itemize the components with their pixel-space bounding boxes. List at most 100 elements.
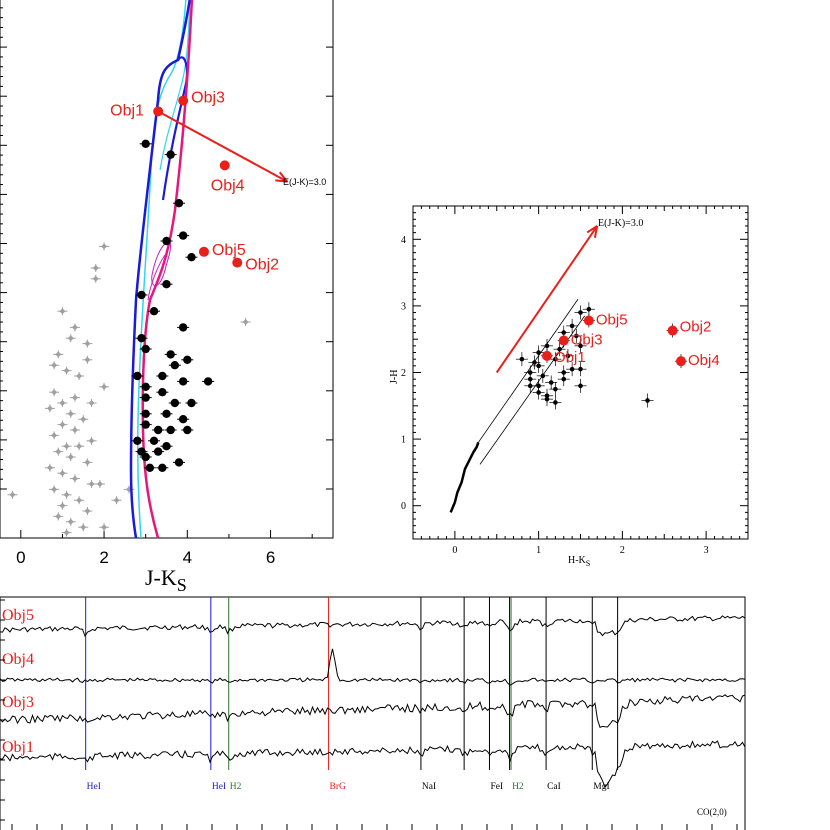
cmd-field-star (69, 393, 80, 402)
cmd-object-marker (153, 106, 164, 117)
cmd-isochrone-curve (136, 0, 187, 539)
cmd-ticks (0, 7, 333, 538)
ccd-object-marker (583, 315, 594, 326)
spectral-line-label: HeI (87, 782, 101, 792)
cmd-object-label: Obj4 (211, 177, 245, 194)
ccd-x-tick-label: 3 (704, 545, 709, 556)
cmd-field-star (69, 426, 80, 434)
ccd-ylabel: J-H (389, 370, 400, 384)
ccd-y-tick-label: 1 (401, 435, 406, 446)
ccd-star (545, 375, 558, 390)
ccd-star (566, 318, 579, 333)
cmd-cluster-star (185, 398, 198, 408)
cmd-isochrones (129, 0, 194, 539)
cmd-cluster-star (177, 415, 190, 424)
cmd-x-tick-label: 6 (266, 548, 275, 567)
cmd-field-star (99, 523, 110, 532)
cmd-field-star (49, 388, 60, 397)
cmd-isochrone-curve (151, 239, 171, 287)
ccd-star (528, 355, 541, 370)
cmd-cluster-star (139, 393, 152, 402)
ccd-y-tick-label: 0 (401, 501, 406, 512)
spectra-ticks (0, 599, 738, 830)
cmd-cluster-star (139, 409, 152, 418)
ccd-band-line (479, 315, 586, 465)
cmd-field-star (53, 447, 64, 456)
ccd-star (570, 328, 583, 343)
cmd-cluster-star (139, 139, 152, 148)
cmd-cluster-stars (131, 139, 215, 472)
cmd-cluster-star (156, 371, 169, 381)
spectrum-curve (0, 648, 746, 686)
cmd-field-star (61, 528, 72, 537)
cmd-cluster-star (135, 334, 148, 343)
ccd-star (532, 345, 545, 360)
ccd-star (524, 378, 537, 393)
cmd-xlabel: J-KS (145, 565, 187, 595)
cmd-cluster-star (172, 458, 185, 467)
ccd-main-sequence-locus (449, 442, 480, 513)
cmd-field-star (7, 490, 18, 499)
cmd-field-star (111, 496, 122, 505)
spectral-line-label: H2 (230, 782, 242, 792)
cmd-cluster-star (131, 436, 144, 445)
ccd-object-marker (667, 325, 678, 336)
cmd-field-star (94, 480, 105, 488)
ccd-star (515, 352, 528, 367)
ccd-object-marker (542, 350, 552, 361)
cmd-object-label: Obj3 (191, 90, 225, 107)
cmd-field-star (49, 485, 60, 494)
ccd-locus-line (449, 442, 480, 513)
cmd-cluster-star (160, 409, 173, 418)
cmd-field-star (65, 409, 76, 418)
cmd-cluster-star (160, 280, 173, 289)
ccd-star (561, 348, 574, 363)
ccd-xlabel: H-KS (568, 555, 590, 568)
spectrum-curve (0, 615, 746, 638)
cmd-field-star (90, 264, 101, 272)
ccd-y-tick-labels: 0 1 2 3 4 (401, 235, 406, 512)
cmd-field-star (53, 512, 64, 521)
cmd-field-star (57, 469, 68, 478)
ccd-stars (515, 302, 654, 410)
ccd-object-label: Obj5 (596, 312, 628, 329)
ccd-x-tick-label: 1 (536, 545, 541, 556)
cmd-cluster-star (181, 425, 194, 435)
spectral-line-label: NaI (422, 782, 436, 792)
ccd-object-label: Obj3 (571, 332, 603, 349)
ccd-object-label: Obj2 (680, 319, 712, 336)
cmd-field-star (82, 355, 93, 364)
cmd-cluster-star (139, 420, 152, 429)
cmd-field-star (49, 361, 60, 370)
spectrum-curve (0, 740, 746, 789)
co-label: CO(2,0) (697, 807, 727, 817)
cmd-field-star (86, 436, 97, 445)
ccd-star (524, 365, 537, 380)
cmd-object-marker (198, 246, 209, 257)
ccd-reddening-arrowhead (586, 225, 599, 238)
spectrum-label: Obj3 (2, 694, 34, 711)
spectral-line-labels: HeI HeI H2 BrG NaI FeI H2 CaI MgI (87, 782, 610, 792)
cmd-field-star (65, 517, 76, 526)
cmd-field-star (74, 442, 85, 451)
cmd-isochrone-curve (161, 56, 189, 201)
ccd-star (536, 368, 549, 383)
cmd-field-star (57, 501, 68, 510)
ccd-object-label: Obj4 (688, 352, 720, 369)
cmd-cluster-star (185, 253, 198, 262)
cmd-field-star (61, 490, 72, 499)
cmd-cluster-star (139, 382, 152, 391)
cmd-cluster-star (148, 436, 161, 445)
cmd-cluster-star (143, 463, 156, 472)
ccd-star (549, 352, 562, 367)
cmd-cluster-star (164, 350, 177, 359)
cmd-isochrone-curve (159, 0, 191, 171)
cmd-field-star (69, 474, 80, 483)
spectral-line-label: BrG (330, 782, 347, 792)
cmd-reddening-arrow (157, 110, 288, 183)
cmd-field-star (57, 307, 68, 316)
ccd-star (553, 342, 566, 357)
cmd-field-star (44, 404, 55, 413)
